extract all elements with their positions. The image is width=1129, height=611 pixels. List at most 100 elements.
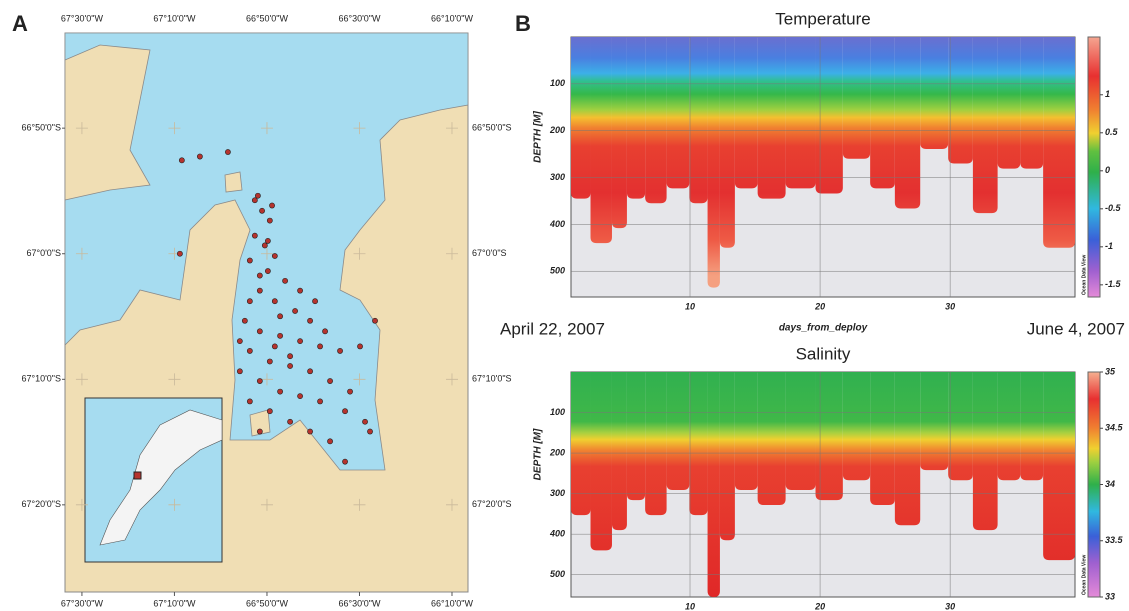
profile-column	[1020, 37, 1044, 169]
sample-point	[317, 398, 323, 405]
grid-cross	[75, 373, 88, 386]
y-tick-label: 500	[550, 569, 565, 579]
islet	[249, 409, 271, 437]
sample-point	[307, 317, 313, 324]
annotation: April 22, 2007	[500, 319, 605, 338]
profile-column	[734, 372, 758, 490]
sample-point	[271, 343, 278, 350]
colorbar-label: 33.5	[1105, 535, 1124, 545]
sample-point	[256, 287, 263, 294]
x-tick-label: 20	[814, 301, 825, 311]
sample-point	[261, 242, 268, 249]
x-tick-label: 10	[685, 601, 695, 611]
sample-point	[322, 328, 328, 335]
profile-column	[571, 372, 591, 516]
grid-cross	[445, 373, 458, 386]
profile-column	[997, 372, 1021, 481]
sample-point	[271, 253, 278, 259]
y-tick-label: 67°0'0"S	[472, 248, 507, 258]
profile-column	[948, 372, 973, 481]
colorbar-label: 34	[1105, 479, 1115, 489]
profile-column	[785, 37, 816, 189]
profile-column	[1043, 372, 1075, 561]
colorbar-label: -0.5	[1105, 203, 1122, 213]
y-tick-label: 67°0'0"S	[26, 248, 61, 258]
y-tick-label: 200	[549, 125, 565, 135]
x-tick-label: 67°10'0"W	[153, 13, 196, 23]
chart-title: Salinity	[796, 344, 851, 363]
sample-point	[307, 368, 313, 375]
profile-column	[785, 372, 816, 490]
y-tick-label: 66°50'0"S	[472, 123, 512, 133]
sample-point	[177, 250, 183, 257]
x-tick-label: 66°10'0"W	[431, 598, 474, 608]
sample-point	[342, 408, 348, 415]
profile-column	[626, 372, 646, 501]
sample-point	[246, 348, 253, 354]
profile-column	[1043, 37, 1075, 248]
grid-cross	[353, 122, 366, 135]
colorbar	[1087, 371, 1101, 598]
sample-point	[271, 298, 278, 305]
sample-point	[297, 287, 303, 294]
profile-column	[719, 372, 735, 541]
profile-column	[815, 37, 843, 194]
sample-point	[362, 418, 368, 425]
x-tick-label: 30	[945, 301, 955, 311]
profile-column	[611, 372, 627, 531]
sample-point	[178, 157, 185, 164]
profile-column	[894, 37, 921, 209]
y-tick-label: 300	[550, 488, 565, 498]
y-tick-label: 67°20'0"S	[21, 499, 61, 509]
sample-point	[287, 363, 293, 369]
grid-cross	[260, 247, 273, 260]
x-tick-label: 66°50'0"W	[246, 598, 289, 608]
profile-column	[842, 372, 871, 481]
y-tick-label: 500	[550, 266, 565, 276]
sample-point	[256, 272, 263, 279]
colorbar-label: 33	[1105, 591, 1115, 601]
profile-column	[590, 372, 612, 551]
y-tick-label: 67°10'0"S	[21, 374, 61, 384]
sample-point	[372, 317, 378, 324]
credit: Ocean Data View	[1081, 255, 1087, 295]
colorbar-label: 0	[1105, 165, 1110, 175]
y-tick-label: 67°10'0"S	[472, 374, 512, 384]
x-tick-label: 30	[945, 601, 955, 611]
sample-point	[312, 298, 318, 305]
profile-column	[645, 372, 667, 516]
colorbar-label: -1	[1105, 241, 1113, 251]
profile-column	[757, 37, 786, 199]
islet	[224, 171, 243, 193]
profile-column	[666, 37, 690, 189]
x-tick-label: 66°30'0"W	[338, 13, 381, 23]
y-tick-label: 200	[549, 447, 565, 457]
grid-cross	[75, 498, 88, 511]
sample-point	[196, 153, 203, 160]
sample-point	[307, 428, 313, 435]
x-tick-label: 66°10'0"W	[431, 13, 474, 23]
profile-column	[948, 37, 973, 164]
sample-point	[297, 393, 303, 400]
colorbar-label: 34.5	[1105, 423, 1124, 433]
x-tick-label: 67°10'0"W	[153, 598, 196, 608]
sample-point	[254, 192, 261, 199]
profile-column	[689, 37, 708, 204]
grid-cross	[260, 122, 273, 135]
y-tick-label: 400	[549, 219, 565, 229]
sample-point	[236, 338, 243, 345]
profile-column	[870, 372, 895, 505]
y-tick-label: 66°50'0"S	[21, 123, 61, 133]
y-tick-label: 100	[550, 78, 565, 88]
y-tick-label: 300	[550, 172, 565, 182]
profile-column	[626, 37, 646, 199]
credit: Ocean Data View	[1081, 555, 1087, 595]
profile-column	[645, 37, 667, 204]
grid-cross	[445, 247, 458, 260]
sample-point	[251, 232, 258, 239]
sample-point	[347, 388, 353, 395]
sample-point	[264, 238, 271, 244]
annotation: June 4, 2007	[1027, 319, 1125, 338]
sample-point	[292, 308, 298, 314]
